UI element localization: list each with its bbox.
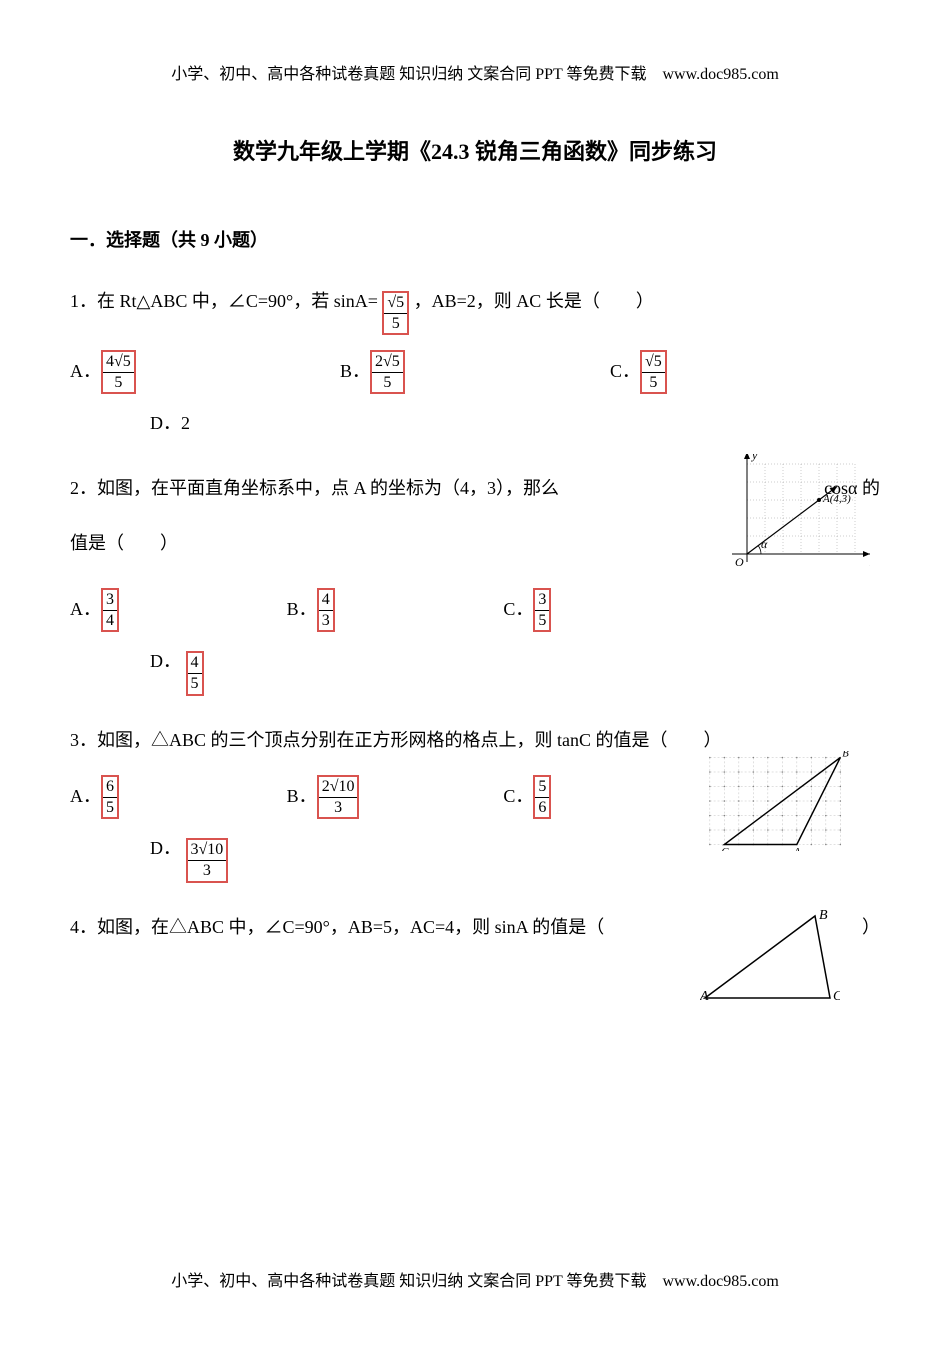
q1-choice-d: D．2: [150, 404, 880, 444]
q2-stem-left: 2．如图，在平面直角坐标系中，点 A 的坐标为（4，3），那么: [70, 469, 559, 509]
q3-choices-abc: A． 65 B． 2√103 C． 56: [70, 775, 720, 819]
svg-text:α: α: [761, 537, 768, 551]
q1-stem-after: ，AB=2，则 AC 长是（ ）: [414, 291, 654, 311]
question-2: 2．如图，在平面直角坐标系中，点 A 的坐标为（4，3），那么 cosα 的 值…: [70, 469, 880, 696]
svg-text:O: O: [735, 555, 744, 569]
section-heading: 一．选择题（共 9 小题）: [70, 226, 880, 252]
q1-choice-b: B． 2√5 5: [340, 350, 610, 394]
q1-choice-c: C． √5 5: [610, 350, 880, 394]
q1-stem-frac: √5 5: [382, 291, 409, 335]
svg-text:A: A: [700, 989, 709, 1004]
q3-choice-c: C． 56: [503, 775, 720, 819]
question-1: 1．在 Rt△ABC 中，∠C=90°，若 sinA= √5 5 ，AB=2，则…: [70, 282, 880, 444]
q2-choice-a: A． 34: [70, 588, 287, 632]
question-4: 4．如图，在△ABC 中，∠C=90°，AB=5，AC=4，则 sinA 的值是…: [70, 908, 880, 1008]
header-link: 小学、初中、高中各种试卷真题 知识归纳 文案合同 PPT 等免费下载 www.d…: [70, 60, 880, 84]
q2-choice-d: D． 45: [150, 642, 880, 695]
question-3: 3．如图，△ABC 的三个顶点分别在正方形网格的格点上，则 tanC 的值是（ …: [70, 721, 880, 883]
q3-figure: A B C: [705, 751, 850, 851]
q1-choice-a: A． 4√5 5: [70, 350, 340, 394]
q2-choice-c: C． 35: [503, 588, 720, 632]
q1-stem-before: 1．在 Rt△ABC 中，∠C=90°，若 sinA=: [70, 291, 378, 311]
q3-choice-a: A． 65: [70, 775, 287, 819]
q4-figure: A B C: [700, 908, 840, 1008]
svg-text:A(4,3): A(4,3): [822, 493, 851, 505]
svg-text:A: A: [793, 847, 801, 851]
page-title: 数学九年级上学期《24.3 锐角三角函数》同步练习: [70, 134, 880, 166]
svg-text:C: C: [833, 989, 840, 1004]
svg-text:B: B: [819, 908, 828, 923]
q2-figure: A(4,3) α O x y: [715, 454, 870, 574]
svg-text:B: B: [842, 751, 849, 760]
q1-stem: 1．在 Rt△ABC 中，∠C=90°，若 sinA= √5 5 ，AB=2，则…: [70, 282, 880, 335]
q2-choice-b: B． 43: [287, 588, 504, 632]
svg-text:x: x: [869, 555, 870, 569]
footer-link: 小学、初中、高中各种试卷真题 知识归纳 文案合同 PPT 等免费下载 www.d…: [0, 1267, 950, 1291]
svg-text:C: C: [721, 847, 729, 851]
svg-text:y: y: [751, 454, 758, 462]
q3-choice-b: B． 2√103: [287, 775, 504, 819]
q2-choices-abc: A． 34 B． 43 C． 35: [70, 588, 720, 632]
q1-choices-abc: A． 4√5 5 B． 2√5 5 C． √5 5: [70, 350, 880, 394]
